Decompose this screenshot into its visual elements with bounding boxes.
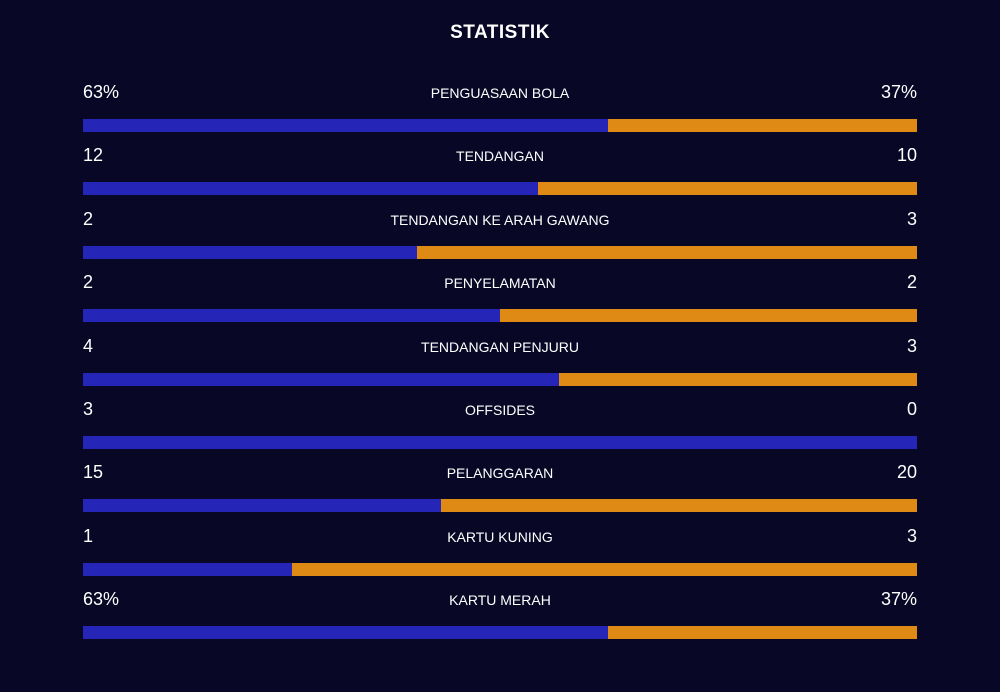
stat-label: PENGUASAAN BOLA [430,85,570,101]
stat-row: 12 TENDANGAN 10 [83,143,917,206]
stat-bar [83,182,917,196]
stat-row: 4 TENDANGAN PENJURU 3 [83,334,917,397]
stat-bar [83,119,917,132]
stat-bar [83,499,917,513]
home-value: 12 [83,145,104,166]
home-value: 2 [83,208,94,229]
home-value: 3 [83,398,94,419]
away-value: 3 [906,525,917,546]
stat-label: PENYELAMATAN [444,275,556,292]
stat-bar [83,562,917,576]
page-title: STATISTIK [450,22,550,43]
stat-label: KARTU KUNING [447,528,553,545]
home-bar [83,626,609,640]
home-value: 4 [83,335,94,356]
away-value: 10 [896,145,917,166]
stat-row: 1 KARTU KUNING 3 [83,524,917,587]
stat-label: PELANGGARAN [446,465,554,482]
away-value: 3 [906,208,917,229]
away-bar [608,626,917,640]
away-value: 20 [896,462,917,483]
stat-bar [83,245,917,259]
stat-row: 63% PENGUASAAN BOLA 37% [83,80,917,143]
away-value: 37% [880,82,917,102]
home-value: 2 [83,272,94,293]
home-bar [83,435,917,449]
stat-label: TENDANGAN [456,148,544,165]
home-value: 63% [83,589,120,610]
stat-row: 15 PELANGGARAN 20 [83,460,917,523]
home-bar [83,372,560,386]
home-value: 15 [83,462,104,483]
away-bar [416,245,917,259]
stat-row: 63% KARTU MERAH 37% [83,587,917,650]
home-bar [83,119,609,132]
away-value: 2 [906,272,917,293]
away-bar [500,309,917,323]
home-value: 63% [83,82,120,102]
stats-list: 63% PENGUASAAN BOLA 37% 12 TENDANGAN 10 … [83,80,917,651]
stat-row: 2 PENYELAMATAN 2 [83,270,917,333]
stat-label: OFFSIDES [464,401,535,418]
away-bar [440,499,917,513]
stat-label: KARTU MERAH [449,592,551,609]
stat-label: TENDANGAN PENJURU [421,338,579,355]
stat-bar [83,309,917,323]
stat-label: TENDANGAN KE ARAH GAWANG [390,211,610,228]
away-bar [537,182,917,196]
away-bar [559,372,917,386]
home-bar [83,309,500,323]
away-value: 37% [880,589,917,610]
home-bar [83,499,441,513]
home-value: 1 [83,525,94,546]
home-bar [83,182,538,196]
stat-row: 3 OFFSIDES 0 [83,397,917,460]
away-value: 3 [906,335,917,356]
stat-bar [83,626,917,640]
home-bar [83,245,417,259]
stat-bar [83,372,917,386]
away-bar [608,119,917,132]
stat-row: 2 TENDANGAN KE ARAH GAWANG 3 [83,207,917,270]
home-bar [83,562,292,576]
stat-bar [83,435,917,449]
away-value: 0 [906,398,917,419]
away-bar [291,562,917,576]
